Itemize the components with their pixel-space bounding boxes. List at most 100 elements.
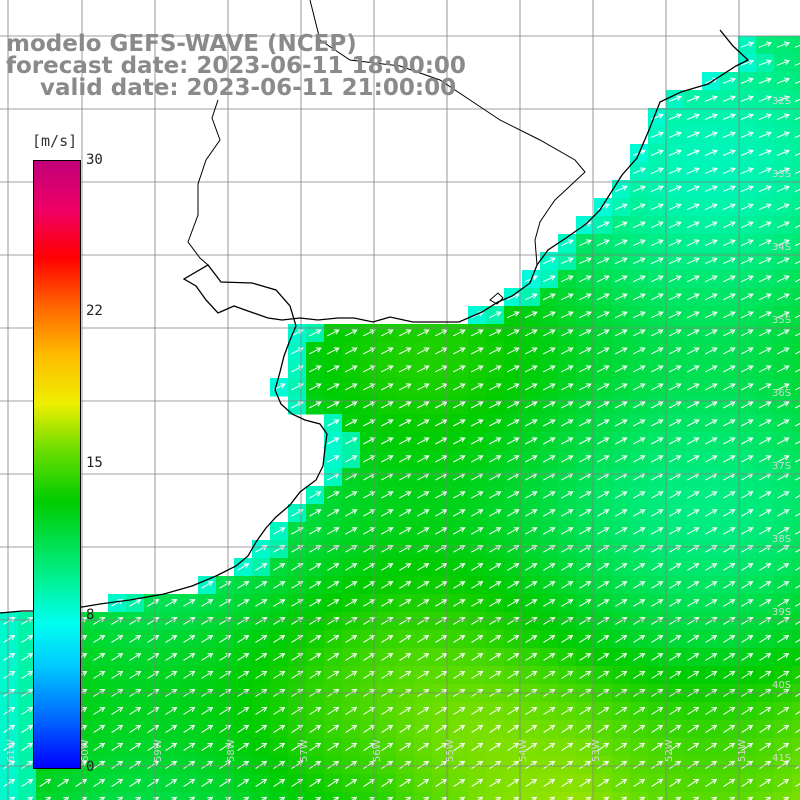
wind-arrow bbox=[729, 796, 736, 800]
wind-arrow bbox=[525, 581, 538, 589]
wind-arrow bbox=[740, 257, 754, 265]
wind-arrow bbox=[344, 383, 358, 391]
wind-arrow bbox=[417, 760, 430, 770]
wind-arrow bbox=[327, 581, 340, 589]
wind-arrow bbox=[362, 347, 376, 355]
wind-arrow bbox=[741, 617, 754, 625]
wind-arrow bbox=[597, 437, 610, 445]
wind-arrow bbox=[344, 365, 358, 373]
wind-arrow bbox=[399, 724, 412, 734]
wind-arrow bbox=[308, 329, 322, 337]
wind-arrow bbox=[758, 185, 772, 193]
wind-arrow bbox=[201, 599, 214, 607]
wind-arrow bbox=[704, 329, 718, 337]
wind-arrow bbox=[794, 332, 800, 337]
longitude-label: 59W bbox=[153, 739, 164, 762]
wind-arrow bbox=[777, 706, 790, 715]
wind-arrow bbox=[651, 491, 664, 499]
wind-arrow bbox=[740, 275, 754, 283]
wind-arrow bbox=[561, 635, 574, 643]
wind-arrow bbox=[453, 670, 466, 679]
wind-arrow bbox=[363, 509, 376, 517]
wind-arrow bbox=[326, 329, 340, 337]
wind-arrow bbox=[776, 347, 790, 355]
wind-arrow bbox=[777, 617, 790, 625]
wind-arrow bbox=[453, 509, 466, 517]
wind-arrow bbox=[668, 149, 682, 156]
wind-arrow bbox=[525, 563, 538, 571]
wind-arrow bbox=[668, 221, 682, 229]
wind-speed-cell bbox=[792, 450, 800, 469]
wind-arrow bbox=[524, 311, 538, 319]
wind-arrow bbox=[596, 365, 610, 373]
wind-arrow bbox=[794, 314, 800, 319]
wind-speed-cell bbox=[36, 792, 55, 800]
wind-arrow bbox=[381, 437, 394, 445]
wind-arrow bbox=[615, 455, 628, 463]
wind-arrow bbox=[309, 653, 322, 661]
wind-speed-cell bbox=[288, 792, 307, 800]
wind-arrow bbox=[531, 796, 538, 800]
wind-arrow bbox=[615, 760, 628, 770]
wind-arrow bbox=[740, 149, 754, 156]
wind-arrow bbox=[507, 527, 520, 535]
wind-arrow bbox=[219, 706, 232, 715]
wind-arrow bbox=[489, 670, 502, 679]
wind-arrow bbox=[794, 62, 800, 66]
wind-arrow bbox=[722, 239, 736, 247]
wind-arrow bbox=[686, 401, 700, 409]
wind-speed-cell bbox=[414, 792, 433, 800]
wind-arrow bbox=[758, 239, 772, 247]
longitude-label: 57W bbox=[299, 739, 310, 762]
wind-arrow bbox=[363, 653, 376, 661]
wind-arrow bbox=[651, 760, 664, 770]
wind-arrow bbox=[93, 742, 106, 752]
wind-arrow bbox=[542, 347, 556, 355]
wind-arrow bbox=[309, 617, 322, 625]
wind-arrow bbox=[722, 185, 736, 193]
wind-arrow bbox=[723, 778, 736, 788]
wind-arrow bbox=[363, 617, 376, 625]
wind-arrow bbox=[441, 796, 448, 800]
wind-arrow bbox=[723, 760, 736, 770]
wind-arrow bbox=[795, 765, 800, 770]
wind-arrow bbox=[704, 293, 718, 301]
wind-arrow bbox=[686, 167, 700, 175]
wind-arrow bbox=[129, 599, 142, 607]
wind-arrow bbox=[597, 635, 610, 643]
wind-arrow bbox=[237, 599, 250, 607]
wind-arrow bbox=[165, 724, 178, 734]
wind-arrow bbox=[381, 706, 394, 715]
wind-speed-cell bbox=[522, 792, 541, 800]
wind-arrow bbox=[506, 329, 520, 337]
wind-arrow bbox=[740, 401, 754, 409]
wind-arrow bbox=[711, 796, 718, 800]
wind-arrow bbox=[579, 491, 592, 499]
wind-arrow bbox=[560, 257, 574, 265]
wind-speed-cell bbox=[702, 792, 721, 800]
wind-arrow bbox=[351, 796, 358, 800]
wind-arrow bbox=[723, 437, 736, 445]
wind-arrow bbox=[668, 167, 682, 175]
wind-arrow bbox=[327, 491, 340, 499]
wind-arrow bbox=[686, 347, 700, 355]
wind-arrow bbox=[399, 599, 412, 607]
wind-arrow bbox=[686, 257, 700, 265]
wind-arrow bbox=[668, 293, 682, 301]
wind-arrow bbox=[686, 185, 700, 193]
colorbar bbox=[33, 160, 81, 769]
wind-arrow bbox=[255, 635, 268, 643]
wind-arrow bbox=[129, 742, 142, 752]
wind-arrow bbox=[111, 617, 124, 625]
wind-arrow bbox=[398, 401, 412, 409]
wind-arrow bbox=[489, 455, 502, 463]
wind-arrow bbox=[399, 509, 412, 517]
wind-arrow bbox=[183, 617, 196, 625]
wind-speed-cell bbox=[792, 324, 800, 343]
wind-arrow bbox=[704, 239, 718, 247]
wind-arrow bbox=[225, 796, 232, 800]
wind-arrow bbox=[488, 311, 502, 319]
wind-arrow bbox=[219, 670, 232, 679]
wind-arrow bbox=[459, 796, 466, 800]
wind-arrow bbox=[471, 742, 484, 752]
